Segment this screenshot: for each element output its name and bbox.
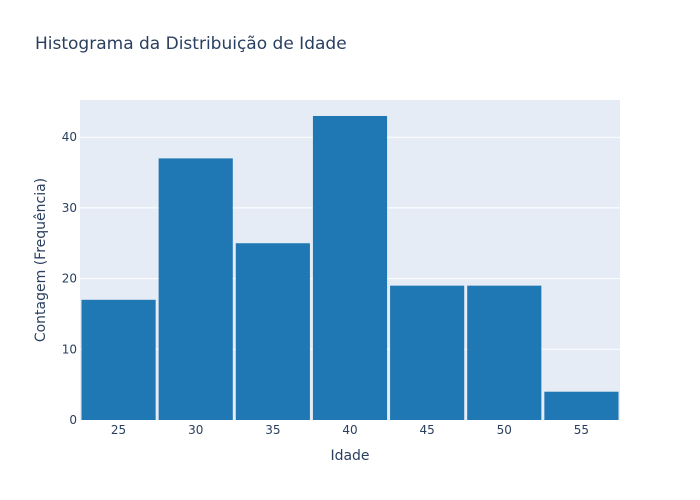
x-tick-label-45: 45 (420, 423, 435, 437)
bar-40 (312, 115, 388, 420)
y-tick-label-20: 20 (62, 272, 77, 286)
y-tick-label-10: 10 (62, 342, 77, 356)
bar-30 (158, 158, 233, 420)
bar-35 (235, 243, 310, 420)
x-axis-title: Idade (330, 448, 369, 464)
x-tick-label-40: 40 (342, 423, 357, 437)
bar-50 (467, 285, 542, 420)
x-axis-ticks: 25 30 35 40 45 50 55 (111, 423, 589, 437)
y-axis-ticks: 0 10 20 30 40 (62, 130, 77, 427)
x-tick-label-55: 55 (574, 423, 589, 437)
bars (81, 115, 619, 420)
bar-25 (81, 299, 156, 420)
x-tick-label-30: 30 (188, 423, 203, 437)
x-tick-label-50: 50 (497, 423, 512, 437)
y-tick-label-0: 0 (69, 413, 77, 427)
y-axis-title: Contagem (Frequência) (33, 178, 49, 342)
y-tick-label-30: 30 (62, 201, 77, 215)
x-tick-label-25: 25 (111, 423, 126, 437)
bar-55 (544, 391, 619, 420)
bar-45 (390, 285, 465, 420)
x-tick-label-35: 35 (265, 423, 280, 437)
chart-title: Histograma da Distribuição de Idade (35, 34, 347, 54)
y-tick-label-40: 40 (62, 130, 77, 144)
